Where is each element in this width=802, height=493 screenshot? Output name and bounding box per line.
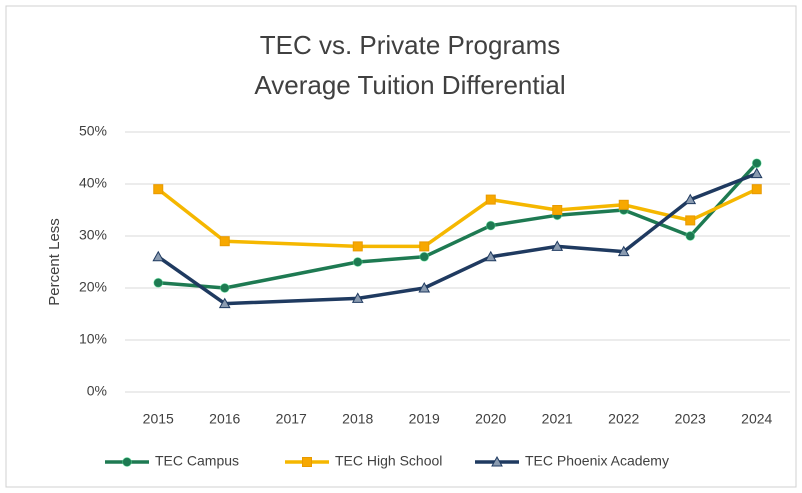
y-tick-label: 40% bbox=[79, 175, 107, 191]
marker bbox=[219, 283, 230, 293]
marker bbox=[750, 167, 763, 179]
y-tick-label: 30% bbox=[79, 227, 107, 243]
chart-title: TEC vs. Private Programs bbox=[260, 30, 561, 60]
y-tick-label: 50% bbox=[79, 123, 107, 139]
y-tick-label: 10% bbox=[79, 331, 107, 347]
marker bbox=[419, 251, 430, 262]
marker bbox=[552, 205, 563, 215]
marker bbox=[122, 457, 132, 467]
marker bbox=[352, 241, 363, 252]
marker bbox=[684, 193, 697, 205]
x-tick-label: 2016 bbox=[209, 411, 240, 427]
x-tick-label: 2021 bbox=[542, 411, 573, 427]
y-tick-label: 0% bbox=[87, 383, 107, 399]
x-tick-label: 2023 bbox=[675, 411, 706, 427]
marker bbox=[153, 277, 164, 288]
marker bbox=[751, 184, 762, 195]
chart-title: Average Tuition Differential bbox=[254, 70, 565, 100]
marker bbox=[485, 220, 496, 231]
marker bbox=[152, 250, 165, 262]
legend-label: TEC High School bbox=[335, 453, 442, 469]
marker bbox=[551, 240, 564, 251]
y-axis-label: Percent Less bbox=[46, 218, 63, 306]
y-tick-label: 20% bbox=[79, 279, 107, 295]
legend-label: TEC Campus bbox=[155, 453, 239, 469]
x-tick-label: 2017 bbox=[276, 411, 307, 427]
marker bbox=[153, 184, 164, 195]
marker bbox=[617, 245, 630, 257]
x-tick-label: 2018 bbox=[342, 411, 373, 427]
marker bbox=[219, 236, 230, 247]
marker bbox=[218, 297, 231, 309]
marker bbox=[352, 257, 363, 267]
marker bbox=[618, 199, 629, 210]
marker bbox=[418, 281, 431, 293]
marker bbox=[419, 241, 430, 252]
marker bbox=[485, 194, 496, 205]
marker bbox=[351, 292, 364, 303]
x-tick-label: 2024 bbox=[741, 411, 772, 427]
marker bbox=[491, 455, 503, 467]
x-tick-label: 2022 bbox=[608, 411, 639, 427]
marker bbox=[484, 250, 497, 262]
marker bbox=[302, 457, 312, 467]
x-tick-label: 2019 bbox=[409, 411, 440, 427]
marker bbox=[685, 231, 696, 241]
marker bbox=[685, 215, 696, 226]
marker bbox=[751, 158, 762, 169]
x-tick-label: 2015 bbox=[143, 411, 174, 427]
x-tick-label: 2020 bbox=[475, 411, 506, 427]
legend-label: TEC Phoenix Academy bbox=[525, 453, 669, 469]
